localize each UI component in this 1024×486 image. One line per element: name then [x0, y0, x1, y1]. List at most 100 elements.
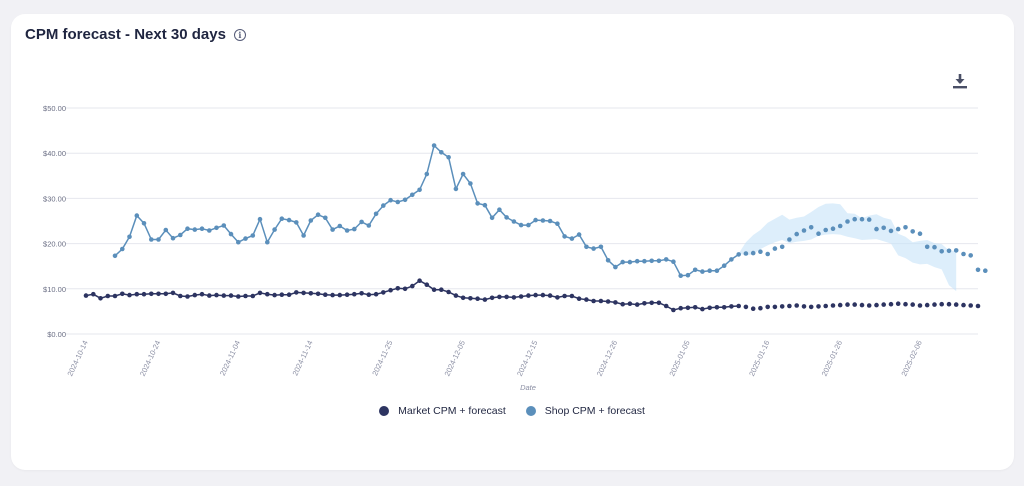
data-point-market [663, 303, 669, 309]
data-point-market [511, 295, 517, 300]
data-point-shop [330, 227, 335, 232]
data-point-shop [627, 259, 633, 265]
data-point-market [330, 292, 335, 298]
data-point-shop [228, 231, 234, 237]
data-point-shop [874, 226, 879, 232]
data-point-market [779, 304, 785, 309]
forecast-confidence-band [738, 203, 957, 292]
data-point-shop [729, 257, 734, 262]
x-tick-label: 2024-11-25 [370, 339, 394, 377]
data-point-shop [816, 231, 821, 236]
data-point-market [105, 293, 111, 299]
data-point-market [533, 292, 538, 298]
data-point-market [294, 290, 299, 295]
info-icon[interactable]: i [233, 28, 246, 41]
data-point-shop [526, 222, 531, 228]
data-point-shop [852, 216, 857, 222]
data-point-market [337, 292, 343, 298]
data-point-shop [555, 221, 560, 226]
data-point-shop [678, 273, 683, 279]
data-point-shop [685, 272, 691, 278]
data-point-shop [257, 216, 263, 222]
chart-legend: Market CPM + forecast Shop CPM + forecas… [0, 405, 1024, 417]
data-point-market [917, 303, 923, 308]
data-point-market [939, 301, 944, 307]
data-point-market [214, 292, 219, 298]
data-point-market [163, 291, 169, 297]
data-point-shop [953, 248, 959, 253]
data-point-shop [163, 227, 169, 233]
x-axis-label: Date [520, 383, 536, 392]
data-point-shop [518, 222, 524, 228]
data-point-shop [308, 218, 314, 223]
data-point-shop [584, 244, 589, 250]
data-point-shop [808, 225, 814, 230]
data-point-market [279, 292, 285, 298]
data-point-shop [692, 267, 698, 273]
data-point-market [359, 291, 364, 296]
data-point-market [787, 303, 792, 309]
data-point-shop [888, 228, 894, 234]
data-point-market [569, 293, 575, 299]
data-point-market [410, 283, 415, 289]
data-point-market [272, 292, 277, 298]
data-point-market [381, 290, 386, 295]
data-point-market [953, 302, 959, 307]
data-point-shop [983, 268, 988, 274]
data-point-market [265, 291, 270, 297]
data-point-market [482, 297, 488, 302]
data-point-market [823, 303, 828, 309]
data-point-shop [845, 219, 850, 224]
data-point-shop [279, 216, 285, 221]
data-point-market [395, 286, 401, 291]
data-point-shop [779, 244, 785, 250]
x-tick-label: 2024-10-14 [65, 339, 89, 378]
data-point-market [605, 299, 611, 304]
data-point-shop [504, 215, 509, 220]
data-point-market [903, 301, 908, 307]
data-point-shop [620, 259, 625, 265]
data-point-shop [199, 226, 205, 231]
legend-item-shop[interactable]: Shop CPM + forecast [525, 405, 645, 417]
y-tick-label: $10.00 [43, 285, 66, 294]
y-tick-label: $0.00 [47, 330, 66, 339]
data-point-market [801, 304, 807, 309]
data-point-shop [214, 225, 219, 231]
data-point-shop [286, 217, 292, 223]
legend-item-market[interactable]: Market CPM + forecast [379, 405, 506, 417]
data-point-shop [120, 246, 125, 252]
data-point-market [620, 301, 625, 307]
data-point-shop [671, 259, 676, 265]
data-point-shop [352, 226, 357, 232]
data-point-shop [359, 219, 364, 225]
data-point-shop [910, 229, 915, 234]
data-point-shop [903, 225, 908, 230]
data-point-shop [801, 228, 807, 233]
data-point-shop [562, 234, 567, 239]
data-point-shop [540, 218, 546, 223]
data-point-market [120, 291, 125, 297]
data-point-shop [178, 232, 183, 238]
data-point-market [134, 291, 140, 297]
data-point-market [221, 293, 227, 298]
data-point-shop [424, 171, 430, 177]
data-point-market [576, 296, 582, 302]
y-tick-label: $50.00 [43, 104, 66, 113]
data-point-shop [141, 221, 147, 226]
x-tick-label: 2024-11-04 [218, 339, 242, 377]
download-icon[interactable] [951, 72, 969, 90]
data-point-shop [700, 269, 705, 274]
data-point-market [489, 295, 495, 301]
data-point-market [112, 293, 118, 299]
data-point-market [156, 291, 161, 297]
data-point-shop [402, 197, 408, 203]
data-point-market [192, 292, 198, 298]
data-point-market [83, 293, 89, 298]
data-point-shop [946, 248, 952, 254]
card-header: CPM forecast - Next 30 days i [25, 26, 246, 43]
data-point-shop [381, 203, 386, 208]
data-point-market [555, 295, 560, 300]
data-point-market [678, 305, 683, 311]
legend-dot-market [379, 406, 390, 416]
data-point-market [424, 282, 430, 288]
